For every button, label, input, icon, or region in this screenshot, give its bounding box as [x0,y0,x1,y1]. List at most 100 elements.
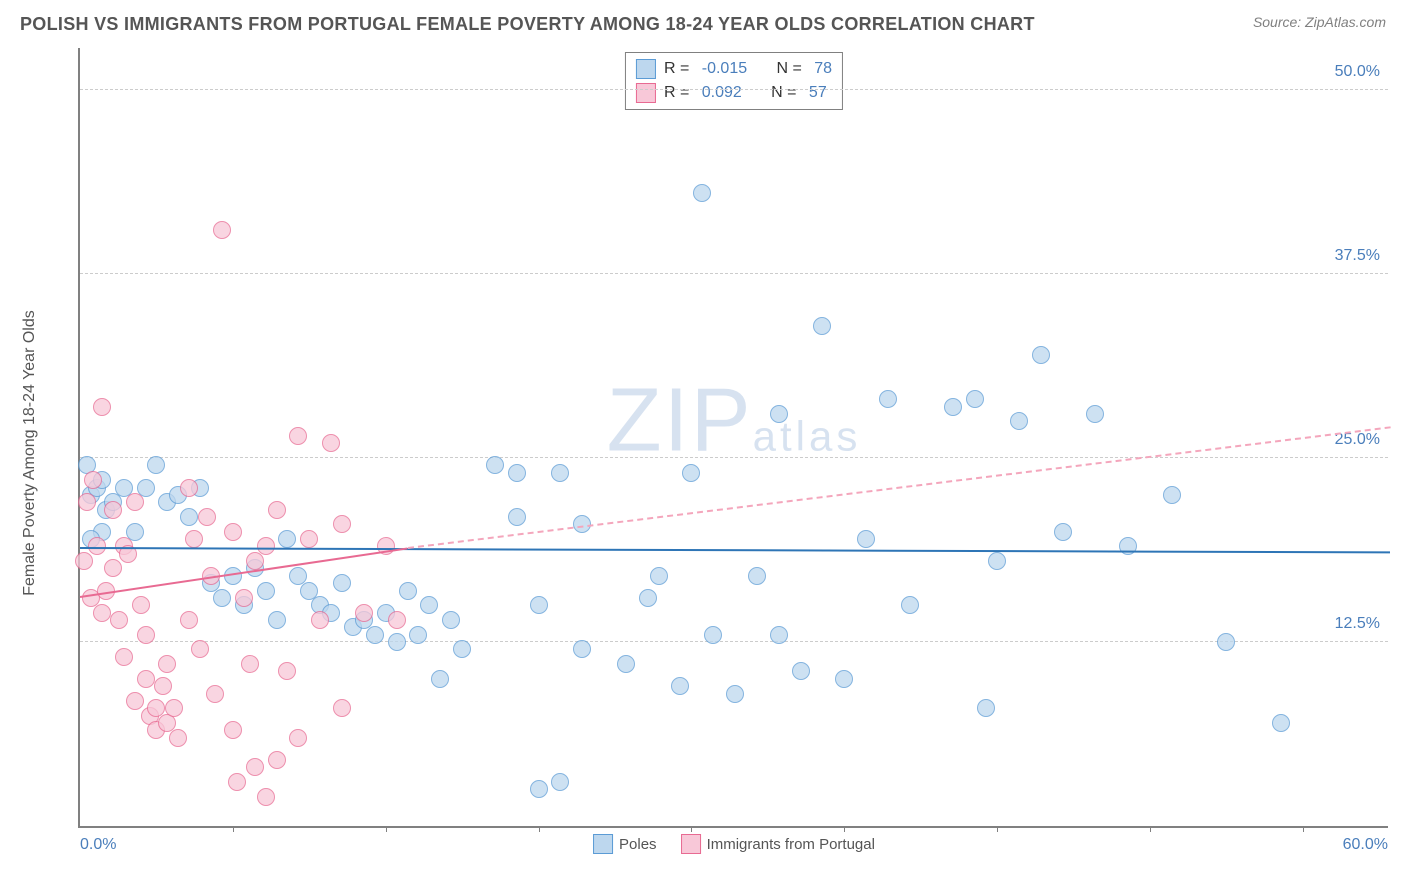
scatter-point-poles [792,662,810,680]
legend-item-portugal: Immigrants from Portugal [681,834,875,854]
scatter-point-portugal [104,501,122,519]
scatter-point-poles [835,670,853,688]
scatter-point-portugal [126,493,144,511]
scatter-point-portugal [75,552,93,570]
scatter-point-portugal [165,699,183,717]
scatter-point-portugal [246,552,264,570]
scatter-point-portugal [93,398,111,416]
scatter-point-portugal [235,589,253,607]
scatter-point-poles [1010,412,1028,430]
scatter-point-portugal [137,670,155,688]
scatter-point-poles [966,390,984,408]
scatter-point-poles [268,611,286,629]
swatch-portugal-icon [636,83,656,103]
scatter-point-poles [508,508,526,526]
scatter-point-portugal [289,729,307,747]
scatter-point-poles [944,398,962,416]
scatter-point-portugal [78,493,96,511]
scatter-point-poles [1086,405,1104,423]
scatter-point-poles [1054,523,1072,541]
scatter-point-portugal [241,655,259,673]
scatter-point-poles [431,670,449,688]
scatter-point-poles [486,456,504,474]
legend-label: Poles [619,836,657,853]
scatter-point-poles [704,626,722,644]
scatter-point-poles [420,596,438,614]
scatter-point-portugal [213,221,231,239]
trendline-portugal-dashed [407,427,1390,550]
swatch-poles-icon [636,59,656,79]
scatter-point-poles [530,780,548,798]
scatter-point-poles [213,589,231,607]
r-label: R = [664,57,694,81]
x-tick [1150,826,1151,832]
x-axis-min-label: 0.0% [80,836,116,854]
scatter-point-poles [977,699,995,717]
scatter-point-poles [530,596,548,614]
scatter-point-portugal [198,508,216,526]
scatter-point-poles [399,582,417,600]
scatter-point-portugal [126,692,144,710]
x-tick [386,826,387,832]
scatter-point-poles [682,464,700,482]
scatter-point-portugal [180,611,198,629]
scatter-point-portugal [185,530,203,548]
stats-row-poles: R = -0.015 N = 78 [636,57,832,81]
scatter-point-portugal [278,662,296,680]
legend-swatch-poles-icon [593,834,613,854]
scatter-point-portugal [388,611,406,629]
legend-label: Immigrants from Portugal [707,836,875,853]
scatter-point-portugal [137,626,155,644]
trendline-poles [80,547,1390,553]
scatter-point-portugal [257,537,275,555]
scatter-point-portugal [110,611,128,629]
scatter-point-poles [617,655,635,673]
scatter-point-poles [1119,537,1137,555]
scatter-point-portugal [158,655,176,673]
scatter-point-portugal [206,685,224,703]
scatter-point-poles [409,626,427,644]
scatter-point-portugal [191,640,209,658]
scatter-point-poles [388,633,406,651]
scatter-point-poles [278,530,296,548]
y-tick-label: 12.5% [1335,615,1380,633]
scatter-point-portugal [132,596,150,614]
scatter-point-poles [879,390,897,408]
scatter-point-poles [901,596,919,614]
scatter-point-portugal [268,751,286,769]
scatter-point-poles [508,464,526,482]
scatter-point-poles [770,405,788,423]
gridline [80,641,1388,642]
y-tick-label: 37.5% [1335,247,1380,265]
x-tick [997,826,998,832]
scatter-point-poles [147,456,165,474]
scatter-point-portugal [180,479,198,497]
scatter-point-portugal [224,721,242,739]
y-tick-label: 50.0% [1335,63,1380,81]
scatter-point-portugal [333,515,351,533]
chart-container: Female Poverty Among 18-24 Year Olds ZIP… [48,48,1388,858]
scatter-point-poles [1163,486,1181,504]
n-value: 57 [809,81,827,105]
scatter-point-poles [726,685,744,703]
scatter-point-portugal [169,729,187,747]
r-label: R = [664,81,694,105]
plot-area: ZIPatlas R = -0.015 N = 78R = 0.092 N = … [78,48,1388,828]
gridline [80,89,1388,90]
scatter-point-portugal [289,427,307,445]
scatter-point-poles [573,640,591,658]
source-label: Source: ZipAtlas.com [1253,14,1386,30]
scatter-point-poles [551,464,569,482]
scatter-point-portugal [246,758,264,776]
scatter-point-poles [1032,346,1050,364]
r-value: 0.092 [702,81,742,105]
scatter-point-poles [988,552,1006,570]
scatter-point-poles [1217,633,1235,651]
scatter-point-poles [857,530,875,548]
scatter-point-poles [639,589,657,607]
x-axis-max-label: 60.0% [1343,836,1388,854]
n-value: 78 [814,57,832,81]
scatter-point-portugal [268,501,286,519]
scatter-point-poles [453,640,471,658]
scatter-point-poles [748,567,766,585]
